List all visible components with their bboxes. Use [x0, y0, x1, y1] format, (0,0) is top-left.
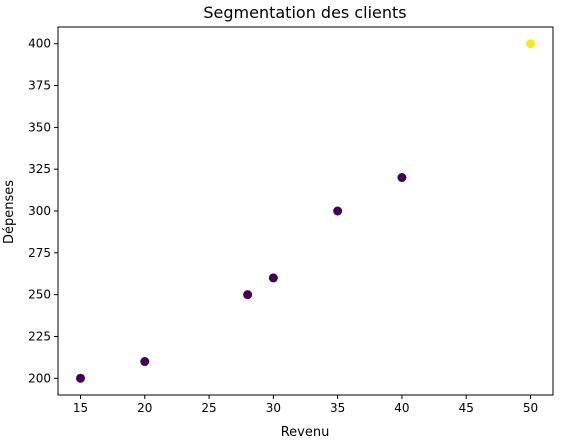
- x-axis: 15 20 25 30 35 40 45 50: [73, 395, 538, 415]
- x-tick-label: 15: [73, 401, 88, 415]
- scatter-point: [526, 39, 535, 49]
- x-tick-label: 35: [330, 401, 345, 415]
- x-tick-label: 50: [523, 401, 538, 415]
- y-tick-label: 400: [28, 37, 51, 51]
- data-points: [76, 39, 535, 383]
- y-tick-label: 350: [28, 120, 51, 134]
- x-tick-label: 30: [266, 401, 281, 415]
- scatter-point: [333, 206, 343, 216]
- scatter-point: [397, 173, 407, 183]
- y-tick-label: 250: [28, 288, 51, 302]
- y-tick-label: 200: [28, 371, 51, 385]
- y-tick-label: 375: [28, 79, 51, 93]
- chart-title: Segmentation des clients: [203, 3, 406, 22]
- x-axis-label: Revenu: [281, 425, 330, 440]
- scatter-point: [76, 373, 85, 383]
- x-tick-label: 40: [394, 401, 409, 415]
- y-tick-label: 300: [28, 204, 51, 218]
- x-tick-label: 20: [137, 401, 152, 415]
- x-tick-label: 45: [459, 401, 474, 415]
- scatter-point: [268, 273, 278, 283]
- y-tick-label: 275: [28, 246, 51, 260]
- plot-area: 15 20 25 30 35 40 45 50 200 225 250 275 300 325 350 37…: [28, 26, 554, 415]
- y-axis-label: Dépenses: [2, 180, 17, 244]
- y-axis: 200 225 250 275 300 325 350 375 400: [28, 37, 58, 385]
- x-tick-label: 25: [201, 401, 216, 415]
- scatter-point: [243, 290, 253, 300]
- y-tick-label: 225: [28, 329, 51, 343]
- scatter-point: [140, 357, 150, 367]
- y-tick-label: 325: [28, 162, 51, 176]
